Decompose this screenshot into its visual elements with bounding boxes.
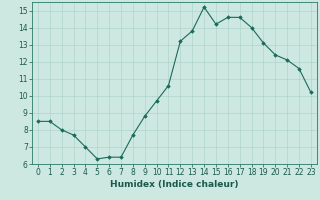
X-axis label: Humidex (Indice chaleur): Humidex (Indice chaleur)	[110, 180, 239, 189]
